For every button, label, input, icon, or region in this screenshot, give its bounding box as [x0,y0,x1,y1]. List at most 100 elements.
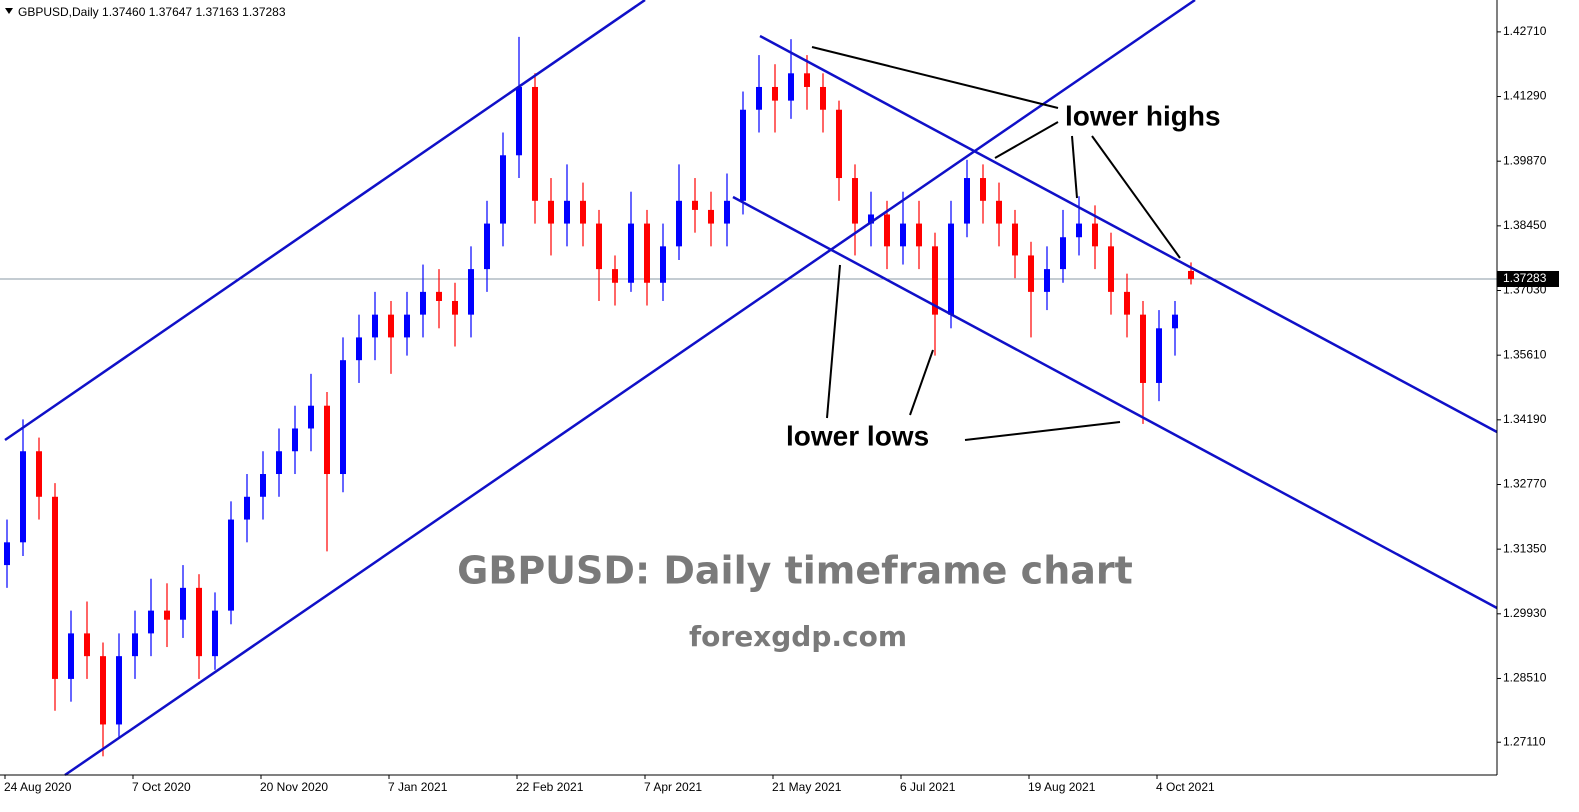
candle-body [980,178,986,201]
candle-body [324,405,330,475]
x-tick-label: 19 Aug 2021 [1028,780,1096,794]
candle-body [900,223,906,247]
candle-body [548,200,554,224]
y-tick-label: 1.41290 [1503,89,1547,103]
candle-body [836,109,842,179]
menu-triangle [5,8,13,14]
pointer [1071,135,1078,199]
pointer-lines [811,46,1181,441]
candle-body [532,86,538,201]
y-tick-label: 1.34190 [1503,412,1547,426]
candle-body [244,496,250,520]
candle-body [372,314,378,338]
candle-body [1060,237,1066,270]
x-tick-label: 7 Oct 2020 [132,780,191,794]
candle-body [500,155,506,224]
candle-body [404,314,410,338]
candle-body [84,633,90,657]
channel-lines [4,0,1498,777]
candle-body [68,633,74,679]
candle-body [868,214,874,224]
candle-body [196,587,202,657]
candle-body [1092,223,1098,247]
candle-body [644,223,650,283]
x-tick-label: 20 Nov 2020 [260,780,328,794]
candle-body [708,209,714,224]
candle-body [420,291,426,315]
x-tick-label: 6 Jul 2021 [900,780,956,794]
pointer [811,46,1059,109]
candle-body [308,405,314,429]
candle-body [1156,328,1162,383]
candle-body [964,178,970,224]
candle-body [356,337,362,361]
candle-body [724,200,730,224]
candle-body [228,519,234,611]
candle-body [388,314,394,338]
y-tick-label: 1.39870 [1503,153,1547,167]
pointer [826,264,841,419]
candle-body [852,178,858,224]
pointer [1091,135,1181,259]
y-tick-label: 1.27110 [1503,734,1546,748]
candle-body [1124,291,1130,315]
candle-body [884,214,890,247]
x-tick-label: 7 Jan 2021 [388,780,448,794]
candle-body [612,269,618,283]
candle-body [1028,255,1034,292]
candle-body [340,360,346,475]
y-tick-label: 1.31350 [1503,541,1547,555]
candle-body [452,300,458,315]
candle-body [148,610,154,634]
candle-body [132,633,138,657]
candle-body [260,474,266,497]
pointer [964,421,1121,441]
y-tick-label: 1.32770 [1503,477,1547,491]
pointer [994,121,1059,159]
candle-body [36,451,42,497]
chart-header: GBPUSD,Daily 1.37460 1.37647 1.37163 1.3… [18,5,286,19]
watermark-site: forexgdp.com [689,620,907,653]
candle-body [1076,223,1082,238]
candle-body [932,246,938,315]
candle-body [516,86,522,156]
candle-body [996,200,1002,224]
x-tick-label: 4 Oct 2021 [1156,780,1215,794]
candle-body [564,200,570,224]
candle-body [4,542,10,566]
candle-body [660,246,666,283]
candle-body [276,451,282,475]
candle-body [1012,223,1018,256]
candle-body [1108,246,1114,292]
candle-body [212,610,218,657]
candle-body [820,86,826,110]
candle-body [804,73,810,87]
candle-body [756,86,762,110]
x-tick-label: 7 Apr 2021 [644,780,702,794]
candle-body [164,610,170,620]
pointer [909,349,934,416]
y-tick-label: 1.38450 [1503,218,1547,232]
candle-body [292,428,298,452]
candle-body [580,200,586,224]
candle-body [1188,270,1194,279]
annotation: lower highs [1065,100,1221,131]
candle-body [692,200,698,210]
current-price-box [1497,270,1559,287]
trend-line [732,195,1498,610]
candle-body [436,291,442,301]
y-tick-label: 1.42710 [1503,24,1547,38]
x-tick-label: 21 May 2021 [772,780,842,794]
candle-body [1044,269,1050,292]
trend-line [759,34,1498,434]
watermark-title: GBPUSD: Daily timeframe chart [457,549,1133,593]
candle-body [52,496,58,679]
x-tick-label: 22 Feb 2021 [516,780,584,794]
candle-body [740,109,746,201]
candle-body [468,269,474,315]
trend-line [64,0,1196,777]
candle-body [788,73,794,101]
candle-body [1172,314,1178,329]
